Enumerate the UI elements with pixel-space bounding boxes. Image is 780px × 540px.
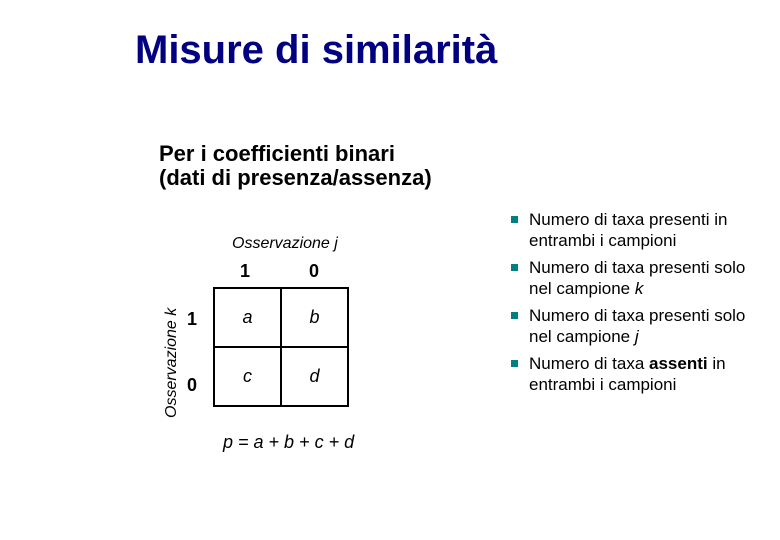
- observation-k-label: Osservazione k: [163, 308, 181, 418]
- bullet-item: Numero di taxa presenti in entrambi i ca…: [511, 209, 763, 251]
- cell-a: a: [214, 288, 281, 347]
- slide: Misure di similarità Per i coefficienti …: [0, 0, 780, 540]
- slide-title: Misure di similarità: [135, 28, 497, 73]
- col-header-1: 0: [309, 261, 319, 282]
- row-header-1: 0: [187, 375, 197, 396]
- observation-j-label: Osservazione j: [232, 235, 338, 253]
- formula: p = a + b + c + d: [223, 432, 354, 453]
- table-row: c d: [214, 347, 348, 406]
- bullet-item: Numero di taxa presenti solo nel campion…: [511, 305, 763, 347]
- cell-c: c: [214, 347, 281, 406]
- slide-subtitle: Per i coefficienti binari (dati di prese…: [159, 142, 432, 190]
- row-header-0: 1: [187, 309, 197, 330]
- bullet-item: Numero di taxa assenti in entrambi i cam…: [511, 353, 763, 395]
- contingency-table: a b c d: [213, 287, 349, 407]
- cell-b: b: [281, 288, 348, 347]
- table-row: a b: [214, 288, 348, 347]
- subtitle-line-1: Per i coefficienti binari: [159, 142, 432, 166]
- cell-d: d: [281, 347, 348, 406]
- bullet-list: Numero di taxa presenti in entrambi i ca…: [511, 209, 763, 401]
- col-header-0: 1: [240, 261, 250, 282]
- bullet-item: Numero di taxa presenti solo nel campion…: [511, 257, 763, 299]
- subtitle-line-2: (dati di presenza/assenza): [159, 166, 432, 190]
